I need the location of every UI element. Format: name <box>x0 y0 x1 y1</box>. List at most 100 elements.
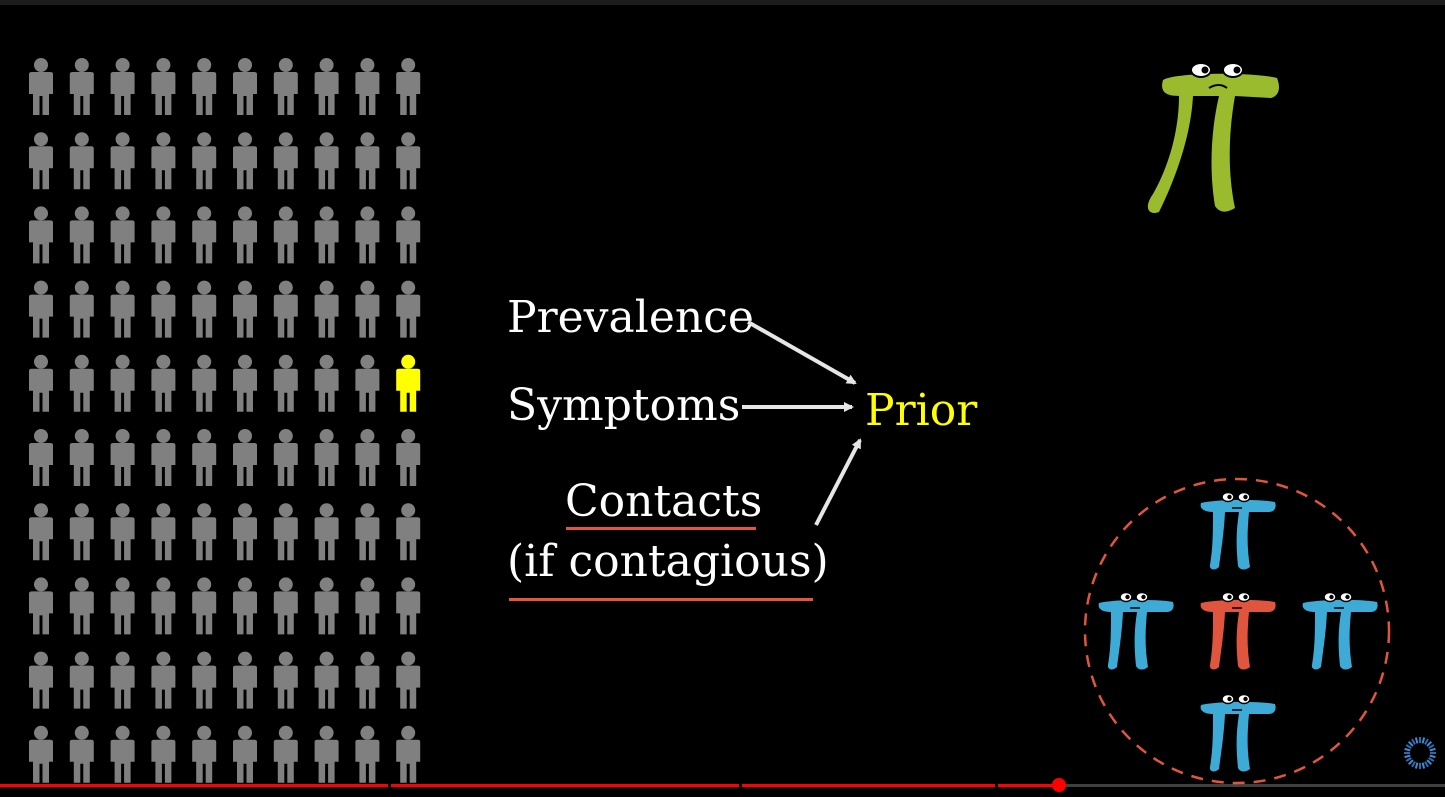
person-icon <box>69 503 94 561</box>
person-icon <box>151 132 176 190</box>
input-label-contacts: Contacts <box>565 476 763 527</box>
person-icon <box>192 725 217 783</box>
person-icon-highlighted <box>396 354 421 412</box>
pi-creature-blue-bottom <box>1200 693 1276 772</box>
loading-spinner-icon <box>1404 737 1436 769</box>
person-icon <box>69 577 94 635</box>
person-icon <box>151 354 176 412</box>
pi-creature-red-center <box>1200 591 1276 670</box>
person-icon <box>273 354 298 412</box>
person-icon <box>273 206 298 264</box>
person-icon <box>151 503 176 561</box>
person-icon <box>273 429 298 486</box>
person-icon <box>273 651 298 709</box>
person-icon <box>396 58 421 115</box>
person-icon <box>314 429 339 486</box>
person-icon <box>69 280 94 338</box>
person-icon <box>110 206 135 264</box>
video-progress-played <box>0 784 1059 787</box>
person-icon <box>273 58 298 115</box>
person-icon <box>151 429 176 486</box>
person-icon <box>151 577 176 635</box>
person-icon <box>29 577 53 635</box>
person-icon <box>29 354 53 412</box>
chapter-marker <box>995 784 998 787</box>
person-icon <box>314 206 339 264</box>
person-icon <box>192 132 217 190</box>
person-icon <box>273 132 298 190</box>
person-icon <box>396 725 421 783</box>
person-icon <box>314 132 339 190</box>
video-top-edge <box>0 0 1445 5</box>
person-icon <box>396 651 421 709</box>
person-icon <box>110 725 135 783</box>
person-icon <box>396 132 421 190</box>
person-icon <box>233 725 257 783</box>
person-icon <box>151 651 176 709</box>
person-icon <box>233 651 257 709</box>
contact-circle <box>1083 477 1391 785</box>
person-icon <box>355 58 380 115</box>
person-icon <box>355 132 380 190</box>
person-icon <box>355 354 380 412</box>
person-icon <box>314 354 339 412</box>
person-icon <box>233 206 257 264</box>
chapter-marker <box>739 784 742 787</box>
person-icon <box>396 503 421 561</box>
chapter-marker <box>388 784 391 787</box>
person-icon <box>110 429 135 486</box>
person-icon <box>29 725 53 783</box>
person-icon <box>69 725 94 783</box>
input-label-symptoms: Symptoms <box>507 380 741 431</box>
person-icon <box>355 280 380 338</box>
pi-creature-blue-right <box>1302 591 1378 670</box>
progress-scrubber-knob[interactable] <box>1052 778 1066 792</box>
input-sublabel-contagious: (if contagious) <box>507 536 829 587</box>
person-icon <box>192 651 217 709</box>
person-icon <box>29 651 53 709</box>
population-grid <box>29 58 421 783</box>
person-icon <box>69 354 94 412</box>
person-icon <box>192 577 217 635</box>
person-icon <box>192 280 217 338</box>
person-icon <box>233 354 257 412</box>
person-icon <box>110 651 135 709</box>
person-icon <box>233 429 257 486</box>
underline-contagious <box>509 598 813 601</box>
person-icon <box>69 651 94 709</box>
person-icon <box>69 132 94 190</box>
person-icon <box>69 58 94 115</box>
person-icon <box>396 206 421 264</box>
person-icon <box>110 58 135 115</box>
output-label-prior: Prior <box>865 385 978 436</box>
person-icon <box>110 280 135 338</box>
video-progress-bar[interactable] <box>0 784 1445 787</box>
person-icon <box>233 58 257 115</box>
person-icon <box>110 132 135 190</box>
underline-contacts <box>566 527 756 530</box>
person-icon <box>355 503 380 561</box>
person-icon <box>69 206 94 264</box>
person-icon <box>314 280 339 338</box>
person-icon <box>314 503 339 561</box>
person-icon <box>233 132 257 190</box>
person-icon <box>396 429 421 486</box>
person-icon <box>355 577 380 635</box>
person-icon <box>29 132 53 190</box>
person-icon <box>233 503 257 561</box>
person-icon <box>355 206 380 264</box>
arrow-contacts-to-prior <box>814 438 862 526</box>
person-icon <box>233 280 257 338</box>
person-icon <box>233 577 257 635</box>
arrow-prevalence-to-prior <box>747 320 857 385</box>
pi-creature-blue-left <box>1098 591 1174 670</box>
person-icon <box>314 725 339 783</box>
person-icon <box>192 429 217 486</box>
person-icon <box>396 280 421 338</box>
person-icon <box>273 725 298 783</box>
person-icon <box>192 58 217 115</box>
person-icon <box>192 206 217 264</box>
person-icon <box>69 429 94 486</box>
person-icon <box>355 725 380 783</box>
